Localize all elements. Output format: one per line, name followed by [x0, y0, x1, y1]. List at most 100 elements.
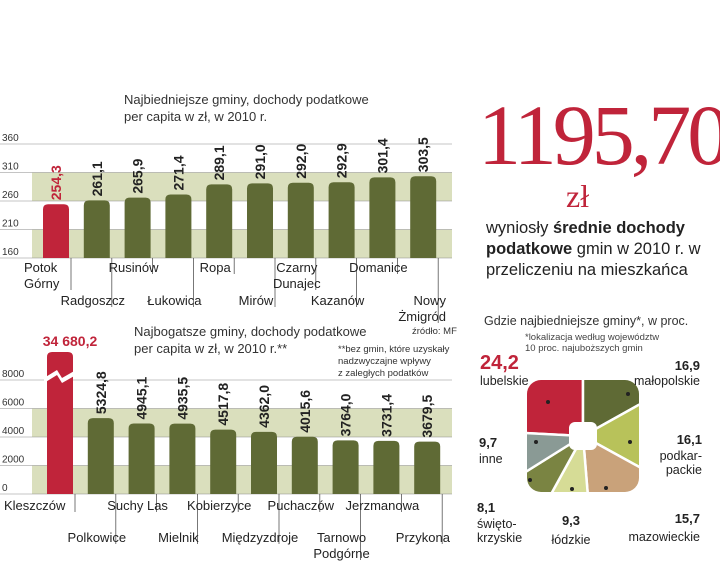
chart-title: per capita w zł, w 2010 r.** [134, 341, 287, 356]
bar [414, 441, 441, 494]
poorest-by-region-pie: Gdzie najbiedniejsze gminy*, w proc. *lok… [477, 314, 702, 547]
bar-value-label: 4945,1 [134, 376, 150, 419]
chart-note: **bez gmin, które uzyskały [338, 344, 450, 355]
category-label: Podgórne [313, 546, 369, 561]
category-label: Radgoszcz [61, 293, 125, 308]
y-tick-label: 0 [2, 483, 8, 494]
bar-value-label: 4517,8 [215, 383, 231, 426]
pie-leader-dot [570, 487, 574, 491]
bar [287, 182, 314, 258]
bar [291, 436, 318, 494]
category-label: Polkowice [68, 530, 127, 545]
bar [124, 197, 151, 258]
y-tick-label: 6000 [2, 398, 25, 409]
pie-category-label: krzyskie [477, 531, 522, 545]
category-label: Czarny [276, 260, 318, 275]
pie-category-label: mazowieckie [628, 530, 700, 544]
category-label: Jerzmanowa [346, 498, 420, 513]
y-tick-label: 210 [2, 219, 19, 230]
pie-value-label: 16,1 [677, 432, 702, 447]
bar-value-label: 4362,0 [256, 385, 272, 428]
pie-slices [527, 380, 639, 492]
average-income-description: wyniosły średnie dochody podatkowe gmin … [486, 218, 714, 281]
category-label: Łukowica [147, 293, 202, 308]
average-income-unit: zł [566, 178, 590, 214]
bar-value-label: 261,1 [89, 161, 105, 196]
bar [410, 176, 437, 258]
y-tick-label: 310 [2, 162, 19, 173]
category-label: Suchy Las [107, 498, 168, 513]
bar-value-label: 271,4 [170, 155, 186, 190]
bar-value-label: 292,9 [334, 143, 350, 178]
bar-value-label: 3731,4 [378, 394, 394, 437]
bar [169, 423, 196, 494]
category-label: Kobierzyce [187, 498, 251, 513]
pie-value-label: 9,3 [562, 513, 580, 528]
bar-value-label: 301,4 [374, 138, 390, 173]
category-label: Mielnik [158, 530, 199, 545]
category-label: Kleszczów [4, 498, 66, 513]
category-label: Rusinów [109, 260, 159, 275]
y-tick-label: 260 [2, 190, 19, 201]
desc-post: gmin w 2010 r. w przeliczeniu na mieszka… [486, 240, 701, 279]
y-tick-label: 8000 [2, 369, 25, 380]
pie-value-label: 16,9 [675, 358, 700, 373]
axis-break [44, 370, 76, 383]
bar [251, 431, 277, 494]
richest-municipalities-chart: 8000 6000 4000 2000 0 Najbogatsze gminy, doch… [0, 324, 457, 561]
bar-value-label: 3679,5 [419, 395, 435, 438]
pie-value-label: 15,7 [675, 511, 700, 526]
bar-value-label: 34 680,2 [43, 333, 98, 349]
pie-center-hole [569, 422, 597, 450]
chart-title: Najbiedniejsze gminy, dochody podatkowe [124, 92, 369, 107]
bar [210, 429, 237, 494]
bar-value-label: 3764,0 [338, 393, 354, 436]
category-label: Górny [24, 276, 60, 291]
category-label: Mirów [239, 293, 274, 308]
pie-leader-dot [626, 392, 630, 396]
pie-category-label: lubelskie [480, 374, 529, 388]
pie-leader-dot [546, 400, 550, 404]
pie-slice [527, 380, 585, 438]
category-label: Nowy [413, 293, 446, 308]
source-label: źródło: MF [412, 326, 457, 337]
pie-value-label: 24,2 [480, 352, 519, 374]
category-label: Ropa [200, 260, 232, 275]
desc-bold: średnie dochody podatkowe [486, 219, 685, 258]
pie-leader-dot [534, 440, 538, 444]
category-label: Tarnowo [317, 530, 366, 545]
pie-note: 10 proc. najuboższych gmin [525, 343, 643, 354]
y-tick-label: 2000 [2, 455, 25, 466]
category-label: Potok [24, 260, 58, 275]
category-label: Przykona [396, 530, 451, 545]
bar [128, 423, 155, 494]
chart-note: nadzwyczajne wpływy [338, 356, 431, 367]
bar [47, 352, 73, 494]
pie-value-label: 9,7 [479, 435, 497, 450]
bar [373, 440, 400, 494]
pie-value-label: 8,1 [477, 500, 495, 515]
pie-category-label: packie [666, 463, 702, 477]
bar-value-label: 289,1 [211, 145, 227, 180]
poorest-municipalities-chart: 360 310 260 210 160 Najbiedniejsze gminy, doc… [0, 92, 452, 324]
pie-leader-dot [528, 478, 532, 482]
pie-slice [581, 433, 639, 492]
desc-pre: wyniosły [486, 219, 549, 237]
chart-note: z zaległych podatków [338, 368, 428, 379]
bar [332, 440, 359, 494]
pie-category-label: małopolskie [634, 374, 700, 388]
bar-value-label: 292,0 [293, 144, 309, 179]
chart-title: Najbogatsze gminy, dochody podatkowe [134, 324, 366, 339]
bar-value-label: 4935,5 [174, 377, 190, 420]
bar [83, 200, 110, 258]
bar [43, 204, 69, 258]
category-label: Kazanów [311, 293, 365, 308]
category-label: Żmigród [398, 309, 446, 324]
bar [328, 182, 355, 258]
category-label: Dunajec [273, 276, 321, 291]
bar [165, 194, 192, 258]
y-tick-label: 4000 [2, 426, 25, 437]
bar [247, 183, 273, 258]
bar-value-label: 254,3 [48, 165, 64, 200]
